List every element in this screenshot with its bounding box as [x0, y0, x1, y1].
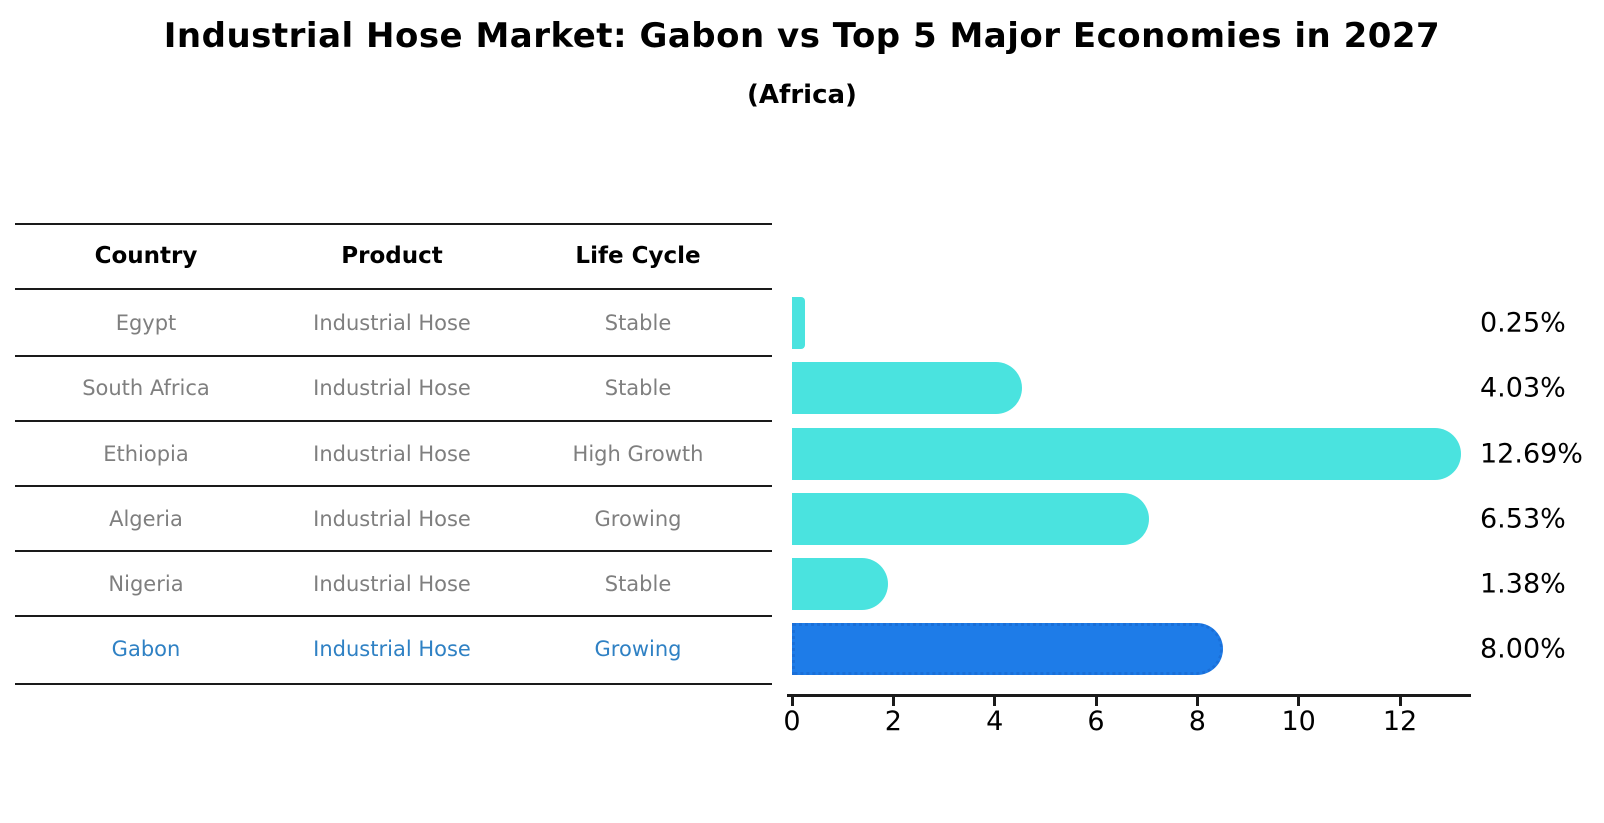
table-separator-line	[15, 615, 772, 617]
x-tick-label: 2	[884, 706, 902, 737]
table-separator-line	[15, 223, 772, 225]
chart-title: Industrial Hose Market: Gabon vs Top 5 M…	[163, 16, 1441, 56]
table-separator-line	[15, 355, 772, 357]
bar-ethiopia	[792, 428, 1461, 480]
value-label: 12.69%	[1480, 438, 1583, 470]
table-cell-country: South Africa	[82, 376, 210, 400]
table-header-product: Product	[341, 243, 443, 269]
table-cell-country: Ethiopia	[103, 442, 189, 466]
table-separator-line	[15, 420, 772, 422]
table-cell-country: Gabon	[111, 637, 181, 661]
table-cell-country: Algeria	[109, 507, 183, 531]
x-tick-mark	[1094, 697, 1098, 706]
x-tick-label: 6	[1087, 706, 1105, 737]
x-tick-label: 10	[1281, 706, 1316, 737]
value-label: 4.03%	[1480, 372, 1566, 404]
bar-gabon-highlighted	[792, 623, 1223, 675]
value-label: 6.53%	[1480, 503, 1566, 535]
x-tick-mark	[790, 697, 794, 706]
table-cell-product: Industrial Hose	[313, 311, 471, 335]
table-cell-lifecycle: Stable	[604, 572, 672, 596]
x-tick-label: 12	[1382, 706, 1418, 737]
table-cell-lifecycle: Stable	[604, 311, 672, 335]
table-cell-product: Industrial Hose	[313, 507, 471, 531]
table-header-country: Country	[94, 243, 198, 269]
value-label: 1.38%	[1480, 568, 1566, 600]
x-tick-mark	[1195, 697, 1199, 706]
table-separator-line	[15, 683, 772, 685]
table-cell-product: Industrial Hose	[313, 442, 471, 466]
table-cell-country: Nigeria	[108, 572, 184, 596]
table-cell-lifecycle: Growing	[594, 637, 682, 661]
bar-egypt	[792, 297, 805, 349]
table-cell-country: Egypt	[115, 311, 177, 335]
value-label: 0.25%	[1480, 307, 1566, 339]
x-tick-mark	[1297, 697, 1301, 706]
x-tick-label: 8	[1188, 706, 1206, 737]
chart-subtitle: (Africa)	[747, 80, 857, 110]
table-cell-lifecycle: Growing	[594, 507, 682, 531]
bar-nigeria	[792, 558, 888, 610]
x-tick-mark	[891, 697, 895, 706]
bar-algeria	[792, 493, 1149, 545]
table-cell-product: Industrial Hose	[313, 572, 471, 596]
x-tick-mark	[993, 697, 997, 706]
table-cell-lifecycle: High Growth	[572, 442, 704, 466]
bar-south-africa	[792, 362, 1022, 414]
table-cell-product: Industrial Hose	[313, 637, 471, 661]
x-tick-mark	[1398, 697, 1402, 706]
table-separator-line	[15, 485, 772, 487]
x-axis-line	[787, 694, 1471, 697]
table-cell-product: Industrial Hose	[313, 376, 471, 400]
table-separator-line	[15, 550, 772, 552]
value-label: 8.00%	[1480, 633, 1566, 665]
table-header-life-cycle: Life Cycle	[575, 243, 701, 269]
table-cell-lifecycle: Stable	[604, 376, 672, 400]
table-separator-line	[15, 288, 772, 290]
x-tick-label: 0	[783, 706, 801, 737]
x-tick-label: 4	[986, 706, 1004, 737]
